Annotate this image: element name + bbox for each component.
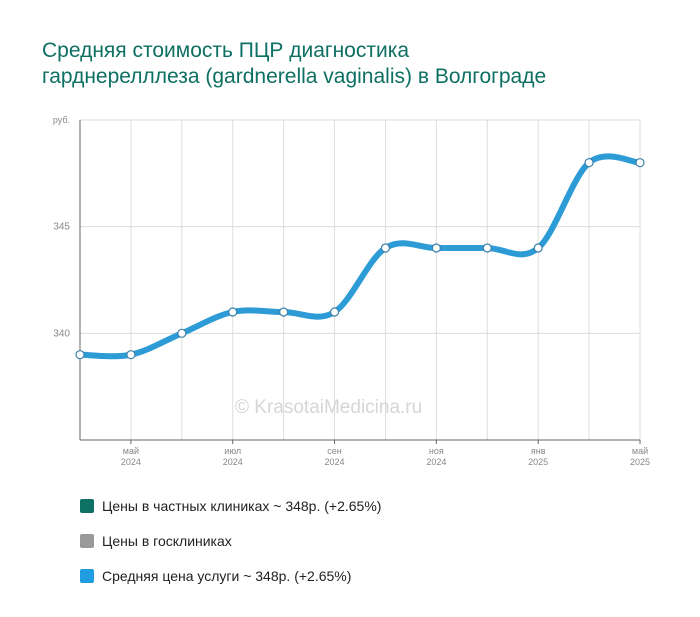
x-tick-label-year: 2024 [325, 457, 345, 467]
x-tick-label-month: июл [224, 446, 241, 456]
legend-item-average[interactable]: Средняя цена услуги ~ 348р. (+2.65%) [80, 558, 381, 593]
data-point [329, 307, 340, 317]
data-point [75, 350, 85, 360]
y-tick-label: 340 [53, 328, 70, 339]
legend-swatch-private [80, 498, 94, 513]
data-point [635, 158, 645, 168]
data-point [380, 243, 391, 253]
data-point [177, 328, 187, 338]
y-unit-label: руб. [53, 115, 70, 125]
legend-swatch-average [80, 568, 94, 583]
legend-swatch-public [80, 533, 94, 548]
watermark: © KrasotaiMedicina.ru [235, 397, 423, 418]
legend: Цены в частных клиниках ~ 348р. (+2.65%)… [80, 488, 381, 593]
x-tick-label-year: 2024 [121, 457, 141, 467]
data-point [482, 243, 492, 253]
data-point [228, 307, 238, 317]
legend-label-private: Цены в частных клиниках ~ 348р. (+2.65%) [102, 497, 382, 514]
data-point [126, 350, 136, 360]
x-tick-label-month: янв [531, 446, 546, 456]
chart-title: Средняя стоимость ПЦР диагностика гардне… [42, 38, 662, 90]
data-point [279, 307, 289, 317]
legend-item-public[interactable]: Цены в госклиниках [80, 523, 381, 558]
legend-label-public: Цены в госклиниках [102, 532, 232, 549]
x-tick-label-month: май [632, 446, 648, 456]
x-tick-label-year: 2024 [223, 457, 243, 467]
legend-item-private[interactable]: Цены в частных клиниках ~ 348р. (+2.65%) [80, 488, 381, 523]
x-tick-label-year: 2025 [630, 457, 650, 467]
chart-title-line-1: Средняя стоимость ПЦР диагностика [42, 39, 410, 62]
x-tick-label-year: 2024 [426, 457, 446, 467]
x-tick-label-month: май [123, 446, 139, 456]
y-tick-label: 345 [53, 222, 70, 233]
x-tick-label-month: ноя [429, 446, 444, 456]
data-point [533, 243, 543, 253]
x-tick-label-year: 2025 [528, 457, 548, 467]
legend-label-average: Средняя цена услуги ~ 348р. (+2.65%) [102, 567, 352, 584]
data-point [584, 158, 594, 168]
series-line-average [77, 153, 643, 360]
data-point [431, 243, 441, 253]
x-tick-label-month: сен [327, 446, 342, 456]
chart-title-line-2: гарднерелллеза (gardnerella vaginalis) в… [42, 65, 547, 88]
